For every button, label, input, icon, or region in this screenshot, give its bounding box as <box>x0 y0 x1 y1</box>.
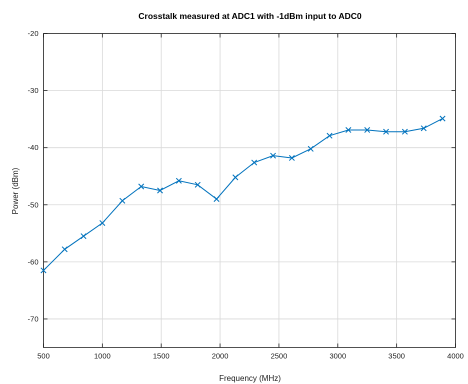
data-point-marker <box>439 115 446 122</box>
marker-stroke <box>307 145 314 152</box>
data-point-marker <box>251 159 258 166</box>
data-point-marker <box>420 125 427 132</box>
marker-stroke <box>138 183 145 190</box>
marker-stroke <box>288 155 295 161</box>
data-point-marker <box>326 132 333 139</box>
marker-stroke <box>270 152 276 159</box>
data-point-marker <box>401 128 408 135</box>
data-point-marker <box>80 233 87 240</box>
y-tick-label: -70 <box>28 314 39 323</box>
y-axis-label: Power (dBm) <box>11 167 20 214</box>
marker-stroke <box>232 174 239 181</box>
y-tick-label: -60 <box>28 257 39 266</box>
chart-title: Crosstalk measured at ADC1 with -1dBm in… <box>138 11 362 21</box>
y-tick-label: -40 <box>28 143 39 152</box>
marker-stroke <box>345 127 352 133</box>
data-point-marker <box>288 155 295 161</box>
data-point-marker <box>194 181 201 188</box>
x-tick-label: 4000 <box>447 352 464 361</box>
x-axis-label: Frequency (MHz) <box>219 374 281 383</box>
marker-stroke <box>40 267 47 274</box>
marker-stroke <box>439 115 446 122</box>
axis-ticks <box>43 33 456 348</box>
data-point-marker <box>345 127 352 133</box>
marker-stroke <box>213 196 220 203</box>
data-point-marker <box>175 177 182 184</box>
x-tick-label: 1000 <box>94 352 111 361</box>
data-point-marker <box>99 220 106 226</box>
y-tick-label: -50 <box>28 200 39 209</box>
marker-stroke <box>251 159 258 166</box>
data-point-marker <box>213 196 220 203</box>
data-point-marker <box>61 246 68 253</box>
y-tick-label: -30 <box>28 86 39 95</box>
data-point-marker <box>270 152 276 159</box>
x-tick-label: 2500 <box>271 352 288 361</box>
marker-stroke <box>194 181 201 188</box>
marker-stroke <box>175 177 182 184</box>
marker-stroke <box>420 125 427 132</box>
data-point-marker <box>383 128 390 135</box>
marker-stroke <box>61 246 68 253</box>
data-point-marker <box>138 183 145 190</box>
marker-stroke <box>326 132 333 139</box>
x-tick-label: 1500 <box>153 352 170 361</box>
marker-stroke <box>401 128 408 135</box>
x-tick-label: 500 <box>37 352 50 361</box>
marker-stroke <box>99 220 106 226</box>
x-tick-label: 3000 <box>329 352 346 361</box>
data-point-marker <box>40 267 47 274</box>
x-tick-label: 2000 <box>212 352 229 361</box>
grid <box>43 33 456 348</box>
tick-labels: 500 1000 1500 2000 2500 3000 3500 4000 -20 -30 -40… <box>28 29 464 361</box>
y-tick-label: -20 <box>28 29 39 38</box>
data-point-marker <box>119 197 126 204</box>
series-line <box>43 118 443 271</box>
plot-frame <box>43 33 456 348</box>
x-tick-label: 3500 <box>388 352 405 361</box>
marker-stroke <box>80 233 87 240</box>
marker-stroke <box>364 127 371 133</box>
data-point-marker <box>364 127 371 133</box>
data-point-marker <box>232 174 239 181</box>
marker-stroke <box>119 197 126 204</box>
marker-stroke <box>157 187 163 194</box>
marker-stroke <box>383 128 390 135</box>
series <box>40 115 446 274</box>
data-point-marker <box>307 145 314 152</box>
data-point-marker <box>157 187 163 194</box>
